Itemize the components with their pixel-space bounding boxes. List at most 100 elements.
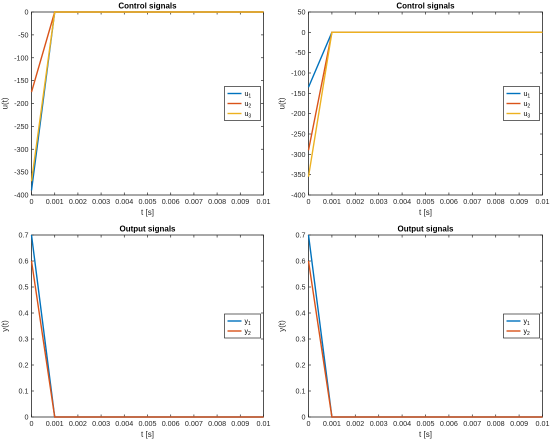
x-tick-label: 0.006: [440, 419, 458, 428]
x-axis-label: t [s]: [419, 430, 432, 439]
x-tick-label: 0.008: [208, 197, 226, 206]
x-tick-label: 0.005: [139, 197, 157, 206]
x-tick-label: 0.008: [487, 197, 505, 206]
chart-bottom-left: 0 0.001 0.002 0.003 0.004 0.005 0.006 0.007 0.00…: [1, 225, 271, 440]
x-tick-label: 0.005: [139, 419, 157, 428]
legend-label-u1: u1: [524, 91, 531, 100]
x-tick-label: 0.006: [162, 419, 180, 428]
y-tick-label: 0.6: [296, 257, 306, 266]
x-tick-label: 0.004: [393, 197, 411, 206]
y-tick-label: 0.2: [19, 361, 29, 370]
series-line-y2: [307, 260, 543, 418]
legend-label-u3: u3: [245, 111, 252, 120]
legend-label-subscript: 2: [527, 104, 530, 110]
x-tick-label: 0.003: [370, 419, 388, 428]
x-tick-label: 0.001: [323, 197, 341, 206]
x-tick-label: 0.008: [487, 419, 505, 428]
y-tick-label: 0.4: [296, 309, 306, 318]
y-tick-label: 0.1: [296, 387, 306, 396]
x-tick-label: 0.007: [185, 419, 203, 428]
x-axis-label: t [s]: [141, 208, 154, 217]
y-tick-label: -350: [14, 168, 28, 177]
x-tick-label: 0.002: [69, 419, 87, 428]
y-axis-label: y(t): [1, 320, 10, 332]
y-tick-label: -50: [295, 48, 305, 57]
x-tick-label: 0.009: [510, 197, 528, 206]
chart-title: Output signals: [398, 225, 455, 234]
x-tick-label: 0.003: [370, 197, 388, 206]
y-tick-label: 0: [25, 8, 29, 17]
y-axis-label: u(t): [1, 97, 10, 109]
y-tick-label: -150: [291, 89, 305, 98]
x-tick-label: 0.001: [46, 197, 64, 206]
x-tick-label: 0.004: [115, 419, 133, 428]
chart-bottom-right: 0 0.001 0.002 0.003 0.004 0.005 0.006 0.007 0.00…: [278, 225, 550, 440]
series-line-u2: [30, 11, 264, 93]
y-tick-label: 0: [302, 28, 306, 37]
chart-title: Output signals: [120, 225, 177, 234]
y-tick-label: -250: [291, 130, 305, 139]
chart-title: Control signals: [396, 2, 455, 11]
legend-label-subscript: 2: [248, 331, 251, 337]
y-axis-label: y(t): [278, 320, 287, 332]
y-tick-label: -50: [18, 30, 28, 39]
y-tick-label: 0: [302, 413, 306, 422]
x-tick-label: 0.006: [162, 197, 180, 206]
y-tick-label: 0.4: [19, 309, 29, 318]
y-tick-label: 0.1: [19, 387, 29, 396]
x-tick-label: 0.004: [393, 419, 411, 428]
legend-label-u2: u2: [245, 101, 252, 110]
legend-label-y2: y2: [524, 328, 531, 337]
x-tick-label: 0: [307, 197, 311, 206]
x-tick-label: 0.002: [346, 197, 364, 206]
x-tick-label: 0.001: [46, 419, 64, 428]
y-tick-label: 0.6: [19, 257, 29, 266]
x-tick-label: 0.003: [92, 197, 110, 206]
legend-label-subscript: 3: [527, 114, 530, 120]
y-tick-label: -400: [14, 191, 28, 200]
x-tick-label: 0.01: [257, 197, 271, 206]
legend-label-subscript: 3: [248, 114, 251, 120]
y-tick-label: -200: [291, 109, 305, 118]
x-tick-label: 0.01: [257, 419, 271, 428]
x-tick-label: 0.001: [323, 419, 341, 428]
legend-label-subscript: 2: [527, 331, 530, 337]
x-tick-label: 0.006: [440, 197, 458, 206]
x-tick-label: 0.007: [185, 197, 203, 206]
legend-label-y1: y1: [245, 318, 252, 327]
y-tick-label: -200: [14, 99, 28, 108]
y-tick-label: 0.3: [19, 335, 29, 344]
legend-box: [224, 313, 261, 339]
legend-label-subscript: 1: [248, 321, 251, 327]
series-line-y2: [30, 260, 264, 418]
x-tick-label: 0.01: [536, 419, 550, 428]
x-tick-label: 0.009: [231, 197, 249, 206]
legend-label-y1: y1: [524, 318, 531, 327]
x-tick-label: 0.009: [510, 419, 528, 428]
legend-label-u2: u2: [524, 101, 531, 110]
y-tick-label: 0.7: [19, 231, 29, 240]
x-axis-label: t [s]: [141, 430, 154, 439]
y-tick-label: -300: [14, 145, 28, 154]
series-line-u3: [30, 11, 264, 182]
y-tick-label: -100: [14, 53, 28, 62]
y-tick-label: -350: [291, 170, 305, 179]
y-tick-label: 50: [298, 8, 306, 17]
x-tick-label: 0: [30, 419, 34, 428]
y-tick-label: 0.2: [296, 361, 306, 370]
legend-label-subscript: 1: [248, 94, 251, 100]
y-tick-label: 0.5: [296, 283, 306, 292]
x-tick-label: 0.007: [463, 197, 481, 206]
legend-label-y2: y2: [245, 328, 252, 337]
y-tick-label: 0.5: [19, 283, 29, 292]
x-tick-label: 0: [30, 197, 34, 206]
x-tick-label: 0.003: [92, 419, 110, 428]
x-tick-label: 0.004: [115, 197, 133, 206]
chart-top-left: 0 0.001 0.002 0.003 0.004 0.005 0.006 0.007 0.00…: [1, 2, 271, 218]
chart-title: Control signals: [118, 2, 177, 11]
